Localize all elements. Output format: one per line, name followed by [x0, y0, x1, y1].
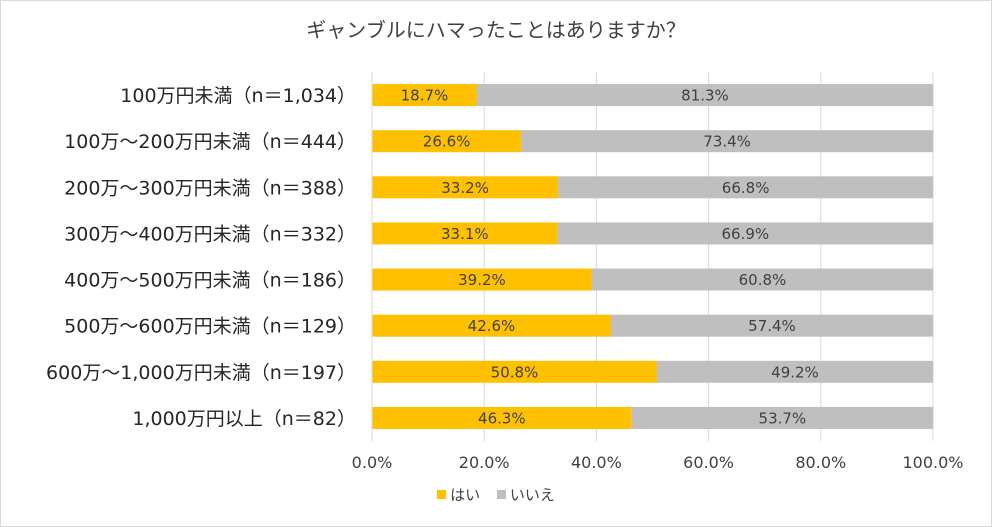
data-label-yes: 26.6% — [423, 133, 471, 151]
category-label: 300万～400万円未満（n＝332） — [64, 223, 356, 245]
legend-item-no: いいえ — [496, 484, 555, 505]
bar-yes — [372, 84, 477, 107]
x-tick-label: 20.0% — [459, 453, 510, 472]
data-label-no: 53.7% — [759, 409, 807, 427]
data-label-no: 60.8% — [739, 271, 787, 289]
legend-swatch-no — [496, 490, 506, 499]
data-label-yes: 42.6% — [468, 317, 516, 335]
bar-yes — [372, 406, 632, 429]
x-tick-label: 60.0% — [683, 453, 734, 472]
data-label-no: 81.3% — [681, 87, 729, 105]
legend-label-no: いいえ — [509, 486, 555, 504]
bar-no — [591, 268, 933, 291]
data-label-yes: 50.8% — [491, 363, 539, 381]
legend-swatch-yes — [437, 490, 447, 499]
category-label: 400万～500万円未満（n＝186） — [64, 270, 356, 292]
category-label: 100万円未満（n＝1,034） — [120, 85, 356, 107]
bar-no — [631, 406, 933, 429]
data-label-yes: 18.7% — [401, 87, 449, 105]
legend-item-yes: はい — [437, 484, 480, 505]
data-label-no: 66.9% — [722, 225, 770, 243]
data-label-no: 49.2% — [771, 363, 819, 381]
bar-no — [521, 130, 933, 153]
bar-no — [656, 360, 933, 383]
category-label: 100万～200万円未満（n＝444） — [64, 131, 356, 153]
legend-label-yes: はい — [450, 486, 481, 504]
bar-yes — [372, 314, 611, 337]
data-label-yes: 39.2% — [458, 271, 506, 289]
legend: はい いいえ — [0, 484, 992, 505]
bar-no — [476, 84, 933, 107]
category-label: 600万～1,000万円未満（n＝197） — [46, 362, 356, 384]
x-tick-label: 40.0% — [571, 453, 622, 472]
data-label-yes: 46.3% — [478, 409, 526, 427]
bar-yes — [372, 222, 558, 245]
category-label: 200万～300万円未満（n＝388） — [64, 177, 356, 199]
category-label: 1,000万円以上（n＝82） — [132, 408, 356, 430]
category-label: 500万～600万円未満（n＝129） — [64, 316, 356, 338]
data-label-yes: 33.2% — [441, 179, 489, 197]
x-tick-label: 80.0% — [795, 453, 846, 472]
bar-no — [610, 314, 933, 337]
data-label-yes: 33.1% — [441, 225, 489, 243]
data-label-no: 73.4% — [703, 133, 751, 151]
x-tick-label: 100.0% — [902, 453, 963, 472]
bar-no — [558, 176, 933, 199]
bar-yes — [372, 360, 657, 383]
bar-yes — [372, 130, 522, 153]
data-label-no: 57.4% — [748, 317, 796, 335]
chart-title: ギャンブルにハマったことはありますか？ — [306, 18, 686, 42]
bar-no — [557, 222, 933, 245]
data-label-no: 66.8% — [722, 179, 770, 197]
bar-yes — [372, 176, 559, 199]
x-tick-label: 0.0% — [352, 453, 393, 472]
bar-yes — [372, 268, 592, 291]
